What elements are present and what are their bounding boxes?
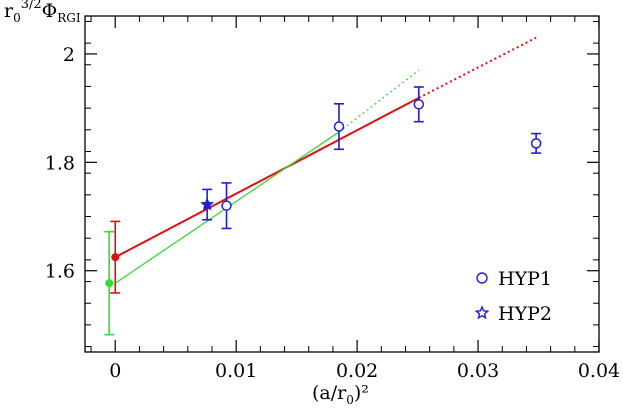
x-tick-label: 0.01	[215, 360, 257, 382]
x-tick-label: 0.03	[457, 360, 499, 382]
legend-marker-hyp2	[474, 305, 490, 320]
y-tick-label: 1.8	[45, 152, 75, 174]
hyp1-point	[413, 99, 425, 110]
legend-label-hyp1: HYP1	[498, 268, 552, 290]
legend: HYP1 HYP2	[474, 268, 552, 325]
y-tick-label: 2	[63, 44, 75, 66]
green-fit-extension	[338, 69, 420, 133]
green-continuum-point	[105, 279, 114, 288]
red-fit-line	[114, 96, 420, 259]
x-tick-label: 0	[109, 360, 121, 382]
y-tick-label: 1.6	[45, 261, 75, 283]
x-tick-label: 0.02	[336, 360, 378, 382]
hyp2-point	[200, 197, 215, 211]
legend-label-hyp2: HYP2	[498, 303, 552, 325]
x-axis-label: (a/r0)²	[312, 382, 369, 407]
hyp1-point	[333, 121, 345, 132]
hyp1-point	[530, 138, 542, 149]
plot-frame	[84, 15, 600, 353]
x-tick-label: 0.04	[578, 360, 620, 382]
hyp1-point	[221, 200, 232, 211]
y-axis-label: r03/2ΦRGI	[4, 0, 81, 25]
red-fit-extension	[418, 36, 537, 99]
legend-marker-hyp1	[476, 272, 488, 284]
red-continuum-point	[111, 253, 120, 262]
